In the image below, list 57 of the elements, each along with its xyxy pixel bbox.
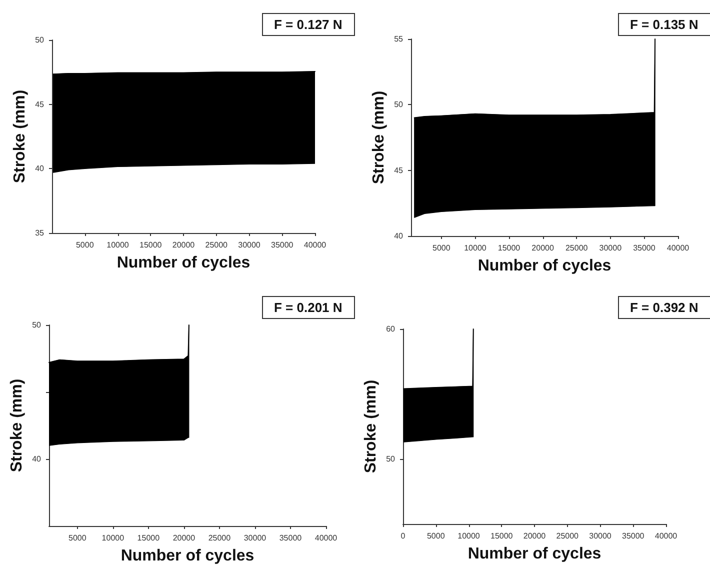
x-tick-label: 15000 — [137, 534, 160, 542]
y-tick-label: 50 — [35, 36, 45, 44]
x-tick-label: 5000 — [68, 534, 87, 542]
x-tick-label: 35000 — [279, 534, 302, 542]
x-tick-label: 40000 — [314, 534, 338, 542]
y-tick-label: 45 — [394, 166, 404, 175]
chart-title: F = 0.392 N — [630, 300, 698, 315]
x-tick-label: 10000 — [464, 244, 487, 252]
chart-title: F = 0.201 N — [274, 300, 342, 315]
y-tick-label: 45 — [35, 100, 45, 109]
x-axis-title: Number of cycles — [116, 254, 250, 272]
x-axis-title: Number of cycles — [468, 546, 602, 562]
x-axis-title: Number of cycles — [478, 258, 612, 274]
y-tick-label: 55 — [394, 34, 404, 44]
x-tick-label: 15000 — [490, 532, 514, 540]
y-tick-label: 50 — [386, 454, 396, 464]
x-tick-label: 10000 — [458, 532, 480, 540]
x-tick-label: 15000 — [498, 244, 521, 252]
x-tick-label: 25000 — [556, 532, 580, 540]
y-tick-label: 40 — [32, 454, 42, 464]
y-axis-title: Stroke (mm) — [12, 90, 28, 184]
x-tick-label: 10000 — [102, 534, 125, 542]
y-tick-label: 40 — [394, 232, 404, 240]
y-tick-label: 60 — [386, 324, 396, 334]
x-tick-label: 20000 — [172, 240, 196, 250]
x-tick-label: 5000 — [76, 240, 94, 250]
x-tick-label: 35000 — [633, 244, 656, 252]
y-axis-title: Stroke (mm) — [370, 90, 388, 184]
x-tick-label: 25000 — [208, 534, 232, 542]
x-tick-label: 20000 — [523, 532, 546, 540]
y-tick-label: 40 — [35, 164, 45, 174]
x-tick-label: 20000 — [532, 244, 554, 252]
x-tick-label: 5000 — [432, 244, 451, 252]
x-axis-title: Number of cycles — [120, 548, 254, 564]
x-tick-label: 5000 — [426, 532, 446, 540]
y-axis-title: Stroke (mm) — [8, 378, 26, 472]
x-tick-label: 40000 — [304, 240, 327, 250]
x-tick-label: 40000 — [654, 532, 678, 540]
x-tick-label: 40000 — [666, 244, 690, 252]
chart-title: F = 0.127 N — [274, 17, 342, 32]
y-tick-label: 50 — [32, 320, 42, 330]
y-axis-title: Stroke (mm) — [362, 380, 380, 474]
x-tick-label: 30000 — [238, 240, 261, 250]
x-tick-label: 10000 — [106, 240, 130, 250]
x-tick-label: 30000 — [244, 534, 267, 542]
x-tick-label: 0 — [400, 532, 406, 540]
x-tick-label: 25000 — [205, 240, 228, 250]
x-tick-label: 30000 — [599, 244, 622, 252]
y-tick-label: 50 — [394, 100, 404, 110]
x-tick-label: 25000 — [565, 244, 588, 252]
x-tick-label: 30000 — [589, 532, 612, 540]
x-tick-label: 35000 — [271, 240, 294, 250]
x-tick-label: 20000 — [172, 534, 196, 542]
x-tick-label: 35000 — [622, 532, 645, 540]
y-tick-label: 35 — [35, 228, 45, 238]
x-tick-label: 15000 — [140, 240, 162, 250]
chart-title: F = 0.135 N — [630, 17, 698, 32]
